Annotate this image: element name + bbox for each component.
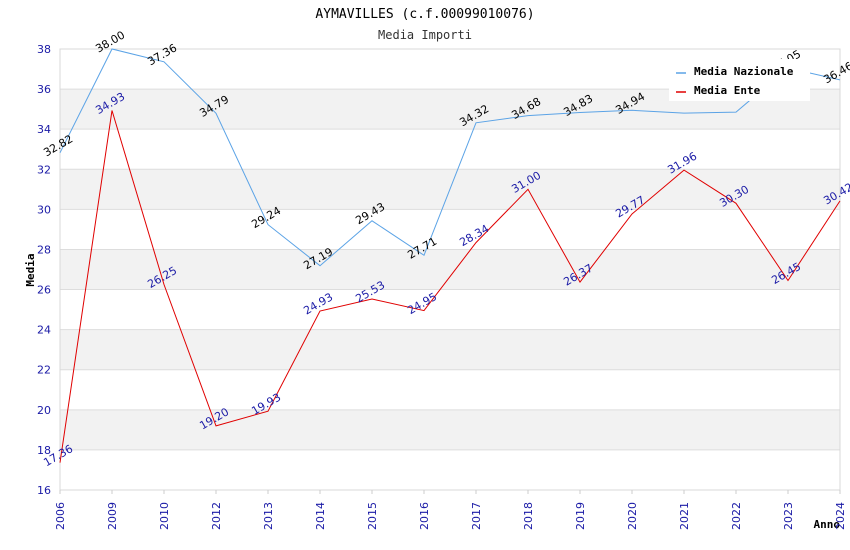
background-band [60,249,840,290]
legend-label-media-nazionale: Media Nazionale [694,65,794,78]
data-label: 24.95 [405,290,439,317]
background-band [60,329,840,370]
y-tick-label: 24 [37,324,51,337]
background-band [60,409,840,450]
x-tick-label: 2022 [730,502,743,530]
x-tick-label: 2015 [366,502,379,530]
y-tick-label: 32 [37,163,51,176]
x-tick-label: 2006 [54,502,67,530]
y-tick-label: 18 [37,444,51,457]
data-label: 32.82 [41,132,75,159]
x-tick-label: 2013 [262,502,275,530]
y-tick-label: 36 [37,83,51,96]
legend-box [669,59,810,101]
y-tick-label: 22 [37,364,51,377]
legend: Media Nazionale Media Ente [669,59,810,101]
chart-title: AYMAVILLES (c.f.00099010076) [315,7,534,22]
x-tick-label: 2021 [678,502,691,530]
chart-subtitle: Media Importi [378,28,472,42]
series-line-media-ente [59,110,841,463]
y-tick-label: 30 [37,203,51,216]
y-tick-label: 38 [37,43,51,56]
y-tick-label: 20 [37,404,51,417]
x-tick-label: 2019 [574,502,587,530]
x-tick-label: 2018 [522,502,535,530]
legend-label-media-ente: Media Ente [694,84,761,97]
plot-frame [59,48,841,491]
x-tick-label: 2023 [782,502,795,530]
plot-background-bands [60,89,840,450]
data-label: 36.46 [821,59,850,86]
data-label: 37.36 [145,41,179,68]
x-tick-label: 2020 [626,502,639,530]
y-axis-ticks: 16 18 20 22 24 26 28 30 32 34 36 38 [37,43,51,497]
y-axis-title: Media [24,253,37,286]
x-tick-label: 2009 [106,502,119,530]
x-tick-label: 2016 [418,502,431,530]
x-tick-label: 2010 [158,502,171,530]
y-tick-label: 26 [37,284,51,297]
x-axis-ticks: 2006 2009 2010 2012 2013 2014 2015 2016 2017 2018… [54,490,847,530]
x-tick-label: 2014 [314,502,327,530]
series-lines [59,48,841,463]
y-tick-label: 16 [37,484,51,497]
y-tick-label: 28 [37,243,51,256]
x-axis-title: Anno [814,518,841,531]
y-tick-label: 34 [37,123,51,136]
x-tick-label: 2012 [210,502,223,530]
x-tick-label: 2024 [834,502,847,530]
x-tick-label: 2017 [470,502,483,530]
series-line-media-nazionale [59,48,841,267]
